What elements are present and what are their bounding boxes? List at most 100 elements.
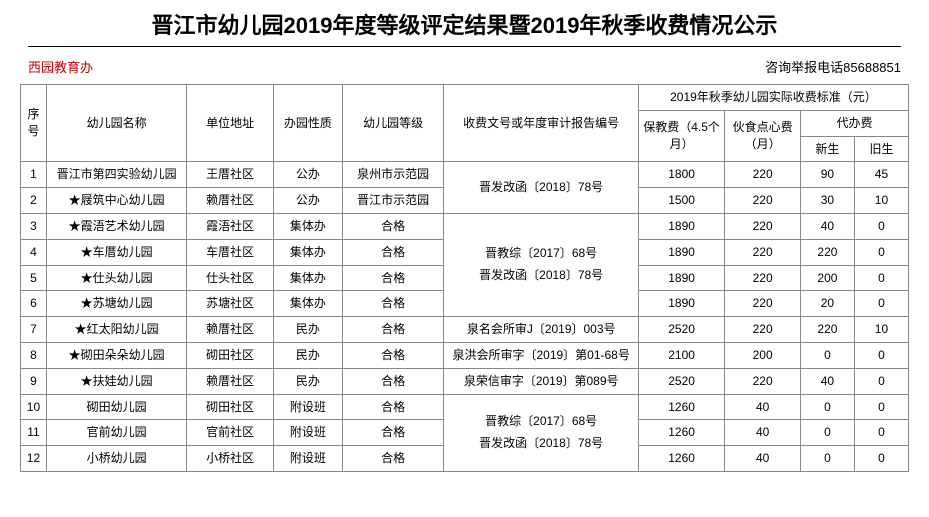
table-row: 7★红太阳幼儿园赖厝社区民办合格泉名会所审J〔2019〕003号25202202…: [21, 317, 909, 343]
cell-fee: 200: [725, 342, 801, 368]
cell: 赖厝社区: [187, 317, 273, 343]
table-row: 8★砌田朵朵幼儿园砌田社区民办合格泉洪会所审字〔2019〕第01-68号2100…: [21, 342, 909, 368]
cell: 2: [21, 188, 47, 214]
cell: 合格: [342, 265, 444, 291]
cell-fee: 220: [725, 368, 801, 394]
cell: 5: [21, 265, 47, 291]
cell-fee: 1500: [638, 188, 724, 214]
cell: 11: [21, 420, 47, 446]
cell: 合格: [342, 368, 444, 394]
cell: 公办: [273, 162, 342, 188]
table-row: 10砌田幼儿园砌田社区附设班合格晋教综〔2017〕68号晋发改函〔2018〕78…: [21, 394, 909, 420]
cell-fee: 200: [800, 265, 854, 291]
cell: 民办: [273, 368, 342, 394]
cell-doc: 晋教综〔2017〕68号晋发改函〔2018〕78号: [444, 213, 638, 316]
cell: ★车厝幼儿园: [46, 239, 186, 265]
cell: 4: [21, 239, 47, 265]
cell-fee: 2520: [638, 368, 724, 394]
cell-fee: 10: [854, 188, 908, 214]
cell: 晋江市示范园: [342, 188, 444, 214]
cell: 6: [21, 291, 47, 317]
cell: 合格: [342, 342, 444, 368]
cell: 民办: [273, 342, 342, 368]
cell-fee: 1890: [638, 213, 724, 239]
th-fee1: 保教费（4.5个月）: [638, 110, 724, 162]
cell-fee: 30: [800, 188, 854, 214]
th-nature: 办园性质: [273, 85, 342, 162]
cell: 3: [21, 213, 47, 239]
cell-fee: 220: [725, 317, 801, 343]
cell-fee: 0: [854, 394, 908, 420]
cell-fee: 1260: [638, 394, 724, 420]
cell: 合格: [342, 420, 444, 446]
cell: 砌田社区: [187, 342, 273, 368]
cell: ★扶娃幼儿园: [46, 368, 186, 394]
cell-fee: 220: [725, 213, 801, 239]
fee-table: 序号 幼儿园名称 单位地址 办园性质 幼儿园等级 收费文号或年度审计报告编号 2…: [20, 84, 909, 472]
cell-fee: 40: [800, 213, 854, 239]
org-label: 西园教育办: [28, 57, 93, 76]
table-row: 9★扶娃幼儿园赖厝社区民办合格泉荣信审字〔2019〕第089号252022040…: [21, 368, 909, 394]
cell: 集体办: [273, 239, 342, 265]
cell: 民办: [273, 317, 342, 343]
cell-fee: 220: [725, 188, 801, 214]
cell: 砌田社区: [187, 394, 273, 420]
cell-fee: 40: [800, 368, 854, 394]
cell: 合格: [342, 446, 444, 472]
cell: 合格: [342, 291, 444, 317]
cell: 苏塘社区: [187, 291, 273, 317]
cell: 1: [21, 162, 47, 188]
cell-fee: 1260: [638, 446, 724, 472]
cell-fee: 45: [854, 162, 908, 188]
cell-fee: 1260: [638, 420, 724, 446]
cell: 砌田幼儿园: [46, 394, 186, 420]
cell: 晋江市第四实验幼儿园: [46, 162, 186, 188]
cell: 赖厝社区: [187, 188, 273, 214]
cell-fee: 0: [854, 342, 908, 368]
cell-fee: 40: [725, 446, 801, 472]
cell: 附设班: [273, 394, 342, 420]
cell-fee: 2520: [638, 317, 724, 343]
cell: ★砌田朵朵幼儿园: [46, 342, 186, 368]
cell: 集体办: [273, 265, 342, 291]
cell-fee: 220: [725, 265, 801, 291]
phone-label: 咨询举报电话85688851: [765, 57, 901, 76]
cell: 小桥社区: [187, 446, 273, 472]
cell-doc: 泉荣信审字〔2019〕第089号: [444, 368, 638, 394]
cell-fee: 0: [854, 265, 908, 291]
cell: 公办: [273, 188, 342, 214]
th-doc: 收费文号或年度审计报告编号: [444, 85, 638, 162]
cell: 7: [21, 317, 47, 343]
cell: ★霞浯艺术幼儿园: [46, 213, 186, 239]
cell-fee: 0: [800, 394, 854, 420]
th-fee-group: 2019年秋季幼儿园实际收费标准（元）: [638, 85, 908, 111]
cell-fee: 220: [800, 239, 854, 265]
th-fee34: 代办费: [800, 110, 908, 136]
cell: 12: [21, 446, 47, 472]
th-fee3: 新生: [800, 136, 854, 162]
cell: 集体办: [273, 291, 342, 317]
cell-fee: 1890: [638, 265, 724, 291]
subheader: 西园教育办 咨询举报电话85688851: [28, 57, 901, 76]
cell-fee: 2100: [638, 342, 724, 368]
cell: 霞浯社区: [187, 213, 273, 239]
cell: 官前社区: [187, 420, 273, 446]
cell: 赖厝社区: [187, 368, 273, 394]
cell-fee: 0: [854, 420, 908, 446]
cell: ★仕头幼儿园: [46, 265, 186, 291]
cell-doc: 晋教综〔2017〕68号晋发改函〔2018〕78号: [444, 394, 638, 471]
cell-fee: 40: [725, 420, 801, 446]
cell-fee: 1800: [638, 162, 724, 188]
table-row: 1晋江市第四实验幼儿园王厝社区公办泉州市示范园晋发改函〔2018〕78号1800…: [21, 162, 909, 188]
cell-fee: 1890: [638, 291, 724, 317]
cell: 9: [21, 368, 47, 394]
cell: 合格: [342, 394, 444, 420]
cell-doc: 泉洪会所审字〔2019〕第01-68号: [444, 342, 638, 368]
cell-fee: 220: [725, 162, 801, 188]
cell-fee: 1890: [638, 239, 724, 265]
cell-fee: 0: [854, 239, 908, 265]
th-fee4: 旧生: [854, 136, 908, 162]
th-idx: 序号: [21, 85, 47, 162]
cell-fee: 40: [725, 394, 801, 420]
cell: 10: [21, 394, 47, 420]
